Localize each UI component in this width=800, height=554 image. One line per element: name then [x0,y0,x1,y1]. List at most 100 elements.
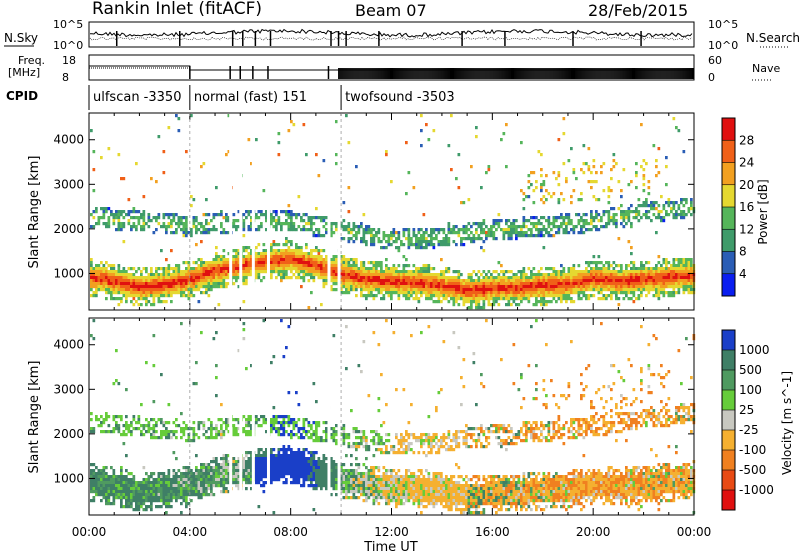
power-cell [600,270,603,274]
power-cell [357,225,361,229]
velocity-cell [125,469,128,473]
power-cell [262,252,266,256]
power-cell [627,279,631,283]
power-cell [477,291,481,295]
power-cell [140,303,143,307]
velocity-cell [215,394,218,398]
velocity-cell [157,505,161,509]
power-cell [625,216,628,220]
power-cell [555,294,558,298]
power-cell [642,183,646,187]
power-cell [540,222,543,226]
power-cell [90,213,93,217]
power-cell [655,270,658,274]
power-cell [662,279,666,283]
power-cell [367,288,371,292]
power-cell [315,258,318,262]
power-cell [455,291,458,295]
power-cell [550,300,553,304]
power-cell [152,216,156,220]
velocity-cell [160,433,163,437]
power-cell [142,216,146,220]
velocity-cell [92,496,96,500]
power-cell [232,249,236,253]
power-cell [632,264,636,268]
power-cell [212,225,216,229]
power-cell [512,231,516,235]
power-cell [620,189,623,193]
power-cell [522,207,526,211]
power-cell [657,294,661,298]
power-cell [440,294,443,298]
velocity-cell [107,424,111,428]
power-cell [557,276,561,280]
power-cell [682,264,686,268]
data-gap [337,114,341,309]
power-cell [305,228,308,232]
power-cell [107,282,111,286]
power-cell [452,231,456,235]
power-cell [475,228,478,232]
power-cell [137,288,141,292]
power-cell [372,270,376,274]
power-cell [352,276,356,280]
power-cell [487,288,491,292]
power-cell [145,279,148,283]
power-cell [612,291,616,295]
power-cell [202,279,206,283]
power-cell [540,294,543,298]
velocity-cell [90,463,93,467]
power-cell [355,237,358,241]
power-cell [225,264,228,268]
power-cell [117,213,121,217]
power-cell [165,279,168,283]
velocity-cell [122,481,126,485]
power-cell [507,294,511,298]
power-cell [232,267,236,271]
power-cell [657,288,661,292]
power-cell [520,291,523,295]
velocity-cell [132,484,136,488]
power-cell [142,225,146,229]
power-cell [225,153,228,157]
power-cell [477,288,481,292]
power-cell [320,219,323,223]
power-cell [235,228,238,232]
power-cell [540,276,543,280]
power-cell [482,282,486,286]
power-cell [607,270,611,274]
power-cell [275,210,278,214]
velocity-cell [90,478,93,482]
power-cell [607,267,611,271]
power-cell [607,189,611,193]
power-cell [255,264,258,268]
power-cell [545,282,548,286]
power-cell [567,279,571,283]
power-cell [625,276,628,280]
power-cell [642,282,646,286]
power-cell [555,216,558,220]
power-cell [202,282,206,286]
power-cell [540,300,543,304]
power-cell [127,222,131,226]
velocity-cell [152,481,156,485]
power-cell [417,297,421,301]
power-cell [377,285,381,289]
velocity-cell [185,496,188,500]
power-cell [180,228,183,232]
power-cell [140,273,143,277]
velocity-cell [160,493,163,497]
velocity-cell [225,472,228,476]
power-cell [450,228,453,232]
velocity-cell [102,421,106,425]
power-cell [190,276,193,280]
power-cell [377,231,381,235]
power-cell [535,228,538,232]
power-cell [672,261,676,265]
power-cell [412,288,416,292]
power-cell [470,306,473,310]
power-cell [632,291,636,295]
velocity-cell [192,472,196,476]
velocity-cell [122,430,126,434]
power-cell [637,219,641,223]
